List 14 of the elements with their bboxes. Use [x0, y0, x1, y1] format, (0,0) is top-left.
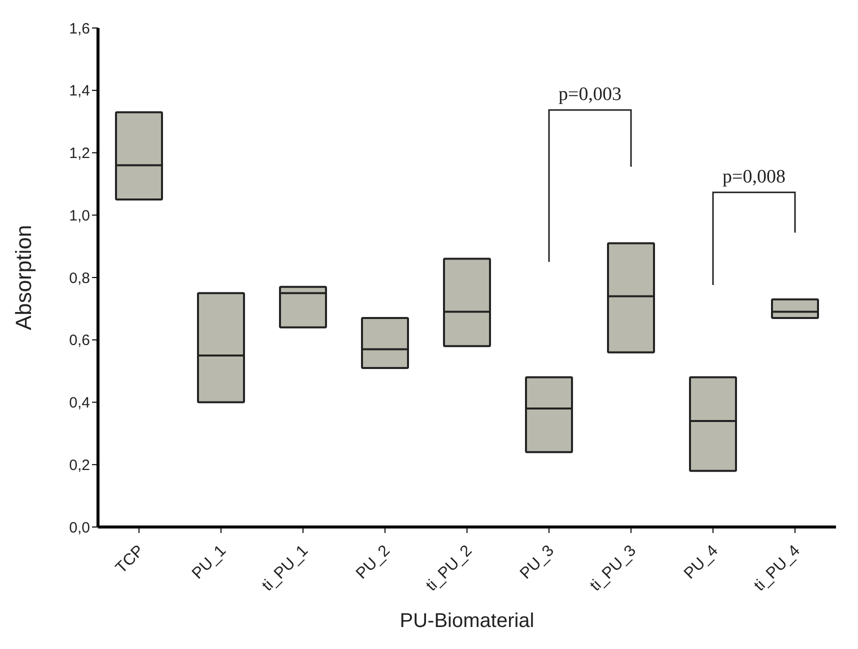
x-axis-title: PU-Biomaterial	[400, 610, 534, 632]
y-tick-label: 0,4	[69, 394, 90, 412]
x-tick-label: TCP	[112, 542, 148, 577]
y-tick-label: 0,0	[69, 519, 90, 536]
y-tick-label: 1,4	[69, 82, 90, 100]
y-tick-label: 1,6	[69, 20, 90, 38]
y-tick-label: 0,2	[69, 456, 90, 474]
y-tick-label: 1,2	[69, 145, 90, 162]
y-axis-title: Absorption	[10, 224, 36, 330]
y-tick-label: 0,8	[69, 270, 90, 287]
y-tick-label: 1,0	[69, 207, 90, 224]
y-tick-label: 0,6	[69, 332, 90, 350]
annotation: p=0,003	[558, 84, 622, 106]
annotation: p=0,008	[722, 166, 786, 188]
